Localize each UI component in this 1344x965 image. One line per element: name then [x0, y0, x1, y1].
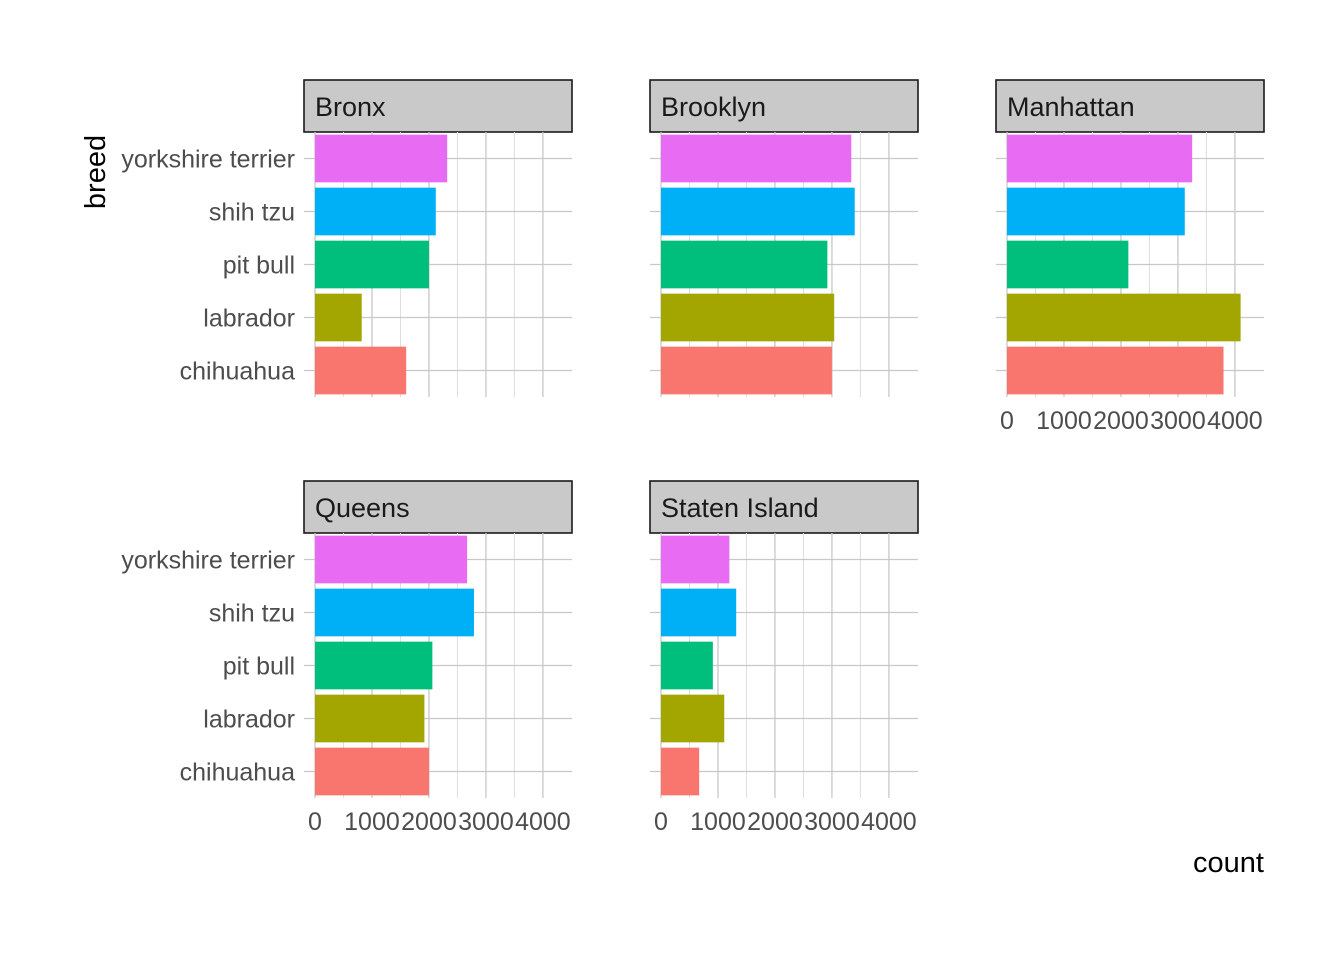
- x-tick-label: 3000: [804, 808, 860, 836]
- bar-yorkshire-terrier: [1007, 134, 1193, 183]
- strip-background: [649, 480, 919, 534]
- strip-label: Brooklyn: [661, 92, 766, 122]
- bar-chihuahua: [315, 346, 407, 395]
- bar-shih-tzu: [315, 588, 474, 637]
- panel-queens: Queens chihuahua labrador pit bull shih tzu y…: [121, 480, 573, 836]
- x-tick-label: 2000: [1093, 407, 1149, 435]
- category-label: labrador: [203, 305, 295, 333]
- x-tick-label: 0: [308, 808, 322, 836]
- category-label: pit bull: [223, 653, 295, 681]
- category-label: chihuahua: [180, 759, 295, 787]
- panels-layer: Bronx chihuahua labrador pit bull shih tzu yo…: [121, 79, 1265, 836]
- bar-chihuahua: [1007, 346, 1224, 395]
- bar-chihuahua: [315, 747, 429, 796]
- x-tick-label: 3000: [1150, 407, 1206, 435]
- bar-pit-bull: [315, 641, 433, 690]
- strip-label: Manhattan: [1007, 92, 1135, 122]
- bar-labrador: [661, 293, 835, 342]
- panel-bronx: Bronx chihuahua labrador pit bull shih tzu yo…: [121, 79, 573, 397]
- x-tick-label: 3000: [458, 808, 514, 836]
- bar-yorkshire-terrier: [661, 535, 730, 584]
- strip-label: Queens: [315, 493, 410, 523]
- category-label: shih tzu: [209, 600, 295, 628]
- bar-shih-tzu: [661, 187, 855, 236]
- strip-background: [303, 79, 573, 133]
- x-tick-label: 0: [1000, 407, 1014, 435]
- strip-label: Staten Island: [661, 493, 819, 523]
- strip-background: [303, 480, 573, 534]
- bar-pit-bull: [315, 240, 429, 289]
- category-label: labrador: [203, 706, 295, 734]
- category-label: shih tzu: [209, 199, 295, 227]
- x-tick-label: 1000: [690, 808, 746, 836]
- strip-background: [995, 79, 1265, 133]
- strip-label: Bronx: [315, 92, 386, 122]
- panel-brooklyn: Brooklyn: [649, 79, 919, 397]
- bar-yorkshire-terrier: [315, 535, 468, 584]
- bar-labrador: [315, 694, 425, 743]
- category-label: chihuahua: [180, 358, 295, 386]
- bar-yorkshire-terrier: [661, 134, 852, 183]
- bar-chihuahua: [661, 346, 832, 395]
- bar-shih-tzu: [661, 588, 737, 637]
- bar-labrador: [1007, 293, 1241, 342]
- category-label: pit bull: [223, 252, 295, 280]
- x-tick-label: 4000: [515, 808, 571, 836]
- y-axis-title: breed: [80, 135, 112, 209]
- x-tick-label: 0: [654, 808, 668, 836]
- category-label: yorkshire terrier: [121, 547, 295, 575]
- panel-staten-island: Staten Island 0 1000 2000 3000 4000: [649, 480, 919, 836]
- bar-pit-bull: [661, 641, 713, 690]
- strip-background: [649, 79, 919, 133]
- x-axis-title: count: [1193, 847, 1264, 879]
- x-tick-label: 2000: [747, 808, 803, 836]
- bar-chihuahua: [661, 747, 700, 796]
- bar-yorkshire-terrier: [315, 134, 448, 183]
- bar-shih-tzu: [1007, 187, 1185, 236]
- bar-pit-bull: [1007, 240, 1129, 289]
- bar-pit-bull: [661, 240, 828, 289]
- bar-shih-tzu: [315, 187, 436, 236]
- category-label: yorkshire terrier: [121, 146, 295, 174]
- x-tick-label: 4000: [1207, 407, 1263, 435]
- x-tick-label: 4000: [861, 808, 917, 836]
- x-tick-label: 2000: [401, 808, 457, 836]
- x-tick-label: 1000: [1036, 407, 1092, 435]
- bar-labrador: [661, 694, 725, 743]
- x-tick-label: 1000: [344, 808, 400, 836]
- panel-manhattan: Manhattan 0 1000 2000 3000 4000: [995, 79, 1265, 435]
- bar-labrador: [315, 293, 362, 342]
